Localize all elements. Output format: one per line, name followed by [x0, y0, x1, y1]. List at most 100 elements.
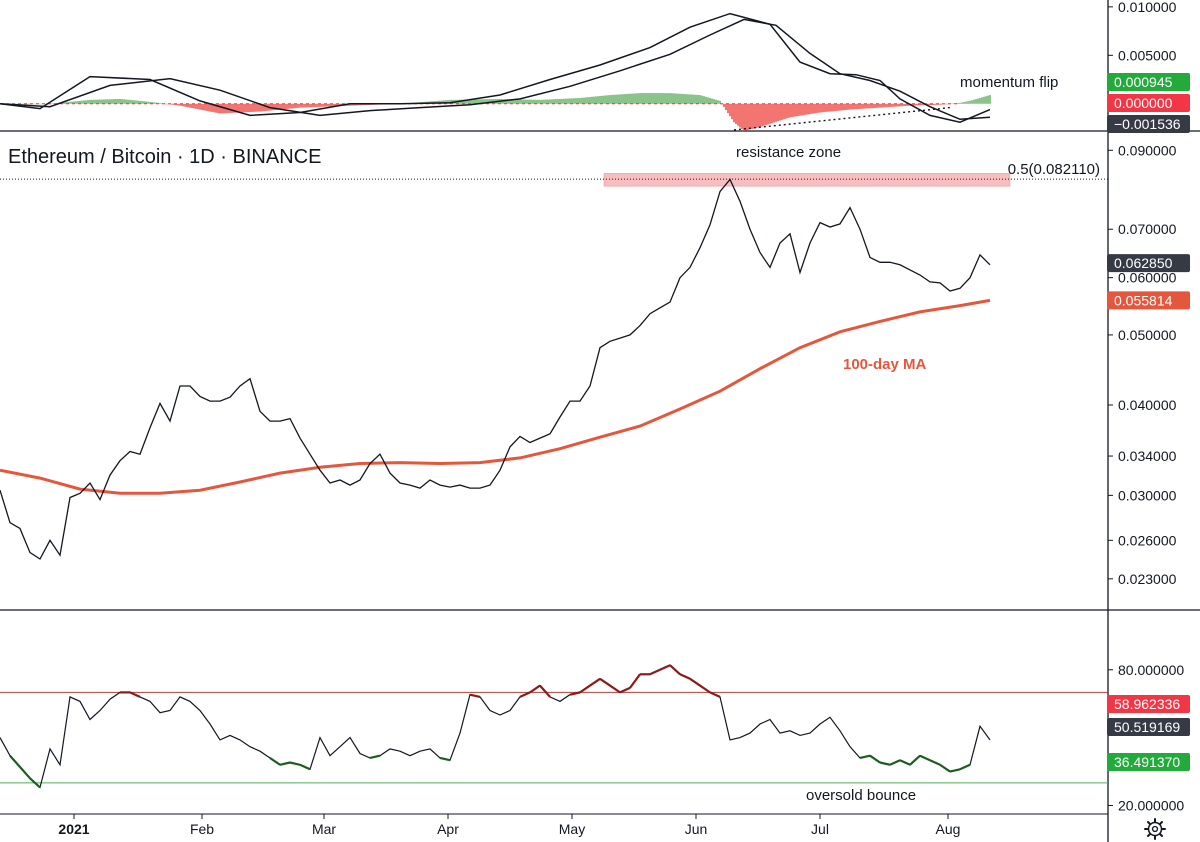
price-pane[interactable]: resistance zone 0.5(0.082110) 100-day MA… [0, 142, 1190, 587]
oscillator-value-tag-label: 58.962336 [1114, 696, 1180, 712]
momentum-histogram-bar [845, 103, 847, 110]
momentum-histogram-bar [615, 94, 617, 104]
momentum-histogram-bar [781, 103, 783, 120]
momentum-histogram-bar [181, 103, 183, 107]
momentum-histogram-bar [717, 100, 719, 104]
momentum-histogram-bar [593, 96, 595, 104]
momentum-histogram-bar [207, 103, 209, 112]
gear-icon[interactable] [1144, 818, 1166, 840]
momentum-histogram-bar [441, 100, 443, 104]
momentum-histogram-bar [657, 93, 659, 104]
momentum-histogram-bar [39, 103, 41, 105]
momentum-histogram-bar [159, 103, 161, 104]
momentum-histogram-bar [445, 100, 447, 104]
momentum-histogram-bar [179, 103, 181, 106]
momentum-histogram-bar [939, 103, 941, 105]
momentum-histogram-bar [489, 99, 491, 104]
momentum-histogram-bar [667, 93, 669, 104]
momentum-histogram-bar [547, 99, 549, 104]
momentum-histogram-bar [21, 103, 23, 105]
time-axis[interactable]: 2021 Feb Mar Apr May Jun Jul Aug [58, 814, 960, 837]
momentum-histogram-bar [557, 99, 559, 104]
momentum-histogram-bar [327, 103, 329, 107]
momentum-histogram-bar [983, 96, 985, 104]
momentum-histogram-bar [187, 103, 189, 108]
momentum-histogram-bar [235, 103, 237, 113]
momentum-histogram-bar [763, 103, 765, 126]
momentum-histogram-bar [535, 99, 537, 104]
oscillator-y-tick-label: 80.000000 [1118, 662, 1184, 678]
momentum-histogram-bar [671, 93, 673, 104]
momentum-histogram-bar [185, 103, 187, 107]
momentum-histogram-bar [99, 99, 101, 104]
momentum-histogram-bar [665, 93, 667, 104]
oscillator-highlight-segment [889, 759, 901, 766]
time-axis-tick-label: Apr [437, 821, 459, 837]
time-axis-tick-label: May [559, 821, 585, 837]
momentum-histogram-bar [581, 97, 583, 104]
momentum-histogram-bar [711, 98, 713, 104]
momentum-histogram-bar [73, 101, 75, 104]
time-axis-tick-label: Aug [936, 821, 961, 837]
momentum-histogram-bar [113, 99, 115, 104]
momentum-histogram-bar [701, 95, 703, 104]
momentum-histogram-bar [303, 103, 305, 108]
momentum-histogram-bar [81, 100, 83, 104]
momentum-histogram-bar [531, 99, 533, 104]
momentum-fast-line [0, 12, 991, 123]
resistance-zone-box[interactable] [603, 173, 1011, 187]
momentum-histogram-bar [585, 97, 587, 104]
momentum-histogram-bar [263, 103, 265, 112]
momentum-histogram-bar [653, 93, 655, 104]
momentum-histogram-bar [767, 103, 769, 125]
momentum-histogram-bar [105, 99, 107, 104]
momentum-histogram-bar [977, 98, 979, 104]
momentum-histogram-bar [871, 103, 873, 109]
momentum-histogram-bar [485, 99, 487, 104]
momentum-histogram-bar [153, 102, 155, 104]
momentum-histogram-bar [171, 103, 173, 105]
momentum-histogram-bar [727, 103, 729, 114]
momentum-histogram-bar [165, 103, 167, 105]
momentum-histogram-bar [251, 103, 253, 112]
momentum-histogram-bar [311, 103, 313, 108]
momentum-histogram-bar [757, 103, 759, 128]
momentum-histogram-bar [117, 98, 119, 104]
momentum-histogram-bar [853, 103, 855, 110]
oscillator-pane[interactable]: oversold bounce 20.00000040.00000080.000… [0, 662, 1190, 814]
momentum-histogram-bar [723, 103, 725, 107]
momentum-histogram-bar [439, 100, 441, 104]
momentum-histogram-bar [691, 94, 693, 104]
momentum-histogram-bar [783, 103, 785, 120]
momentum-histogram-bar [895, 103, 897, 107]
oscillator-highlight-segment [29, 777, 41, 789]
momentum-histogram-bar [689, 94, 691, 104]
momentum-histogram-bar [77, 101, 79, 104]
price-value-tag [1107, 254, 1190, 273]
momentum-histogram-bar [945, 103, 947, 105]
momentum-histogram-bar [749, 103, 751, 130]
momentum-histogram-bar [523, 99, 525, 104]
momentum-histogram-bar [875, 103, 877, 108]
momentum-histogram-bar [521, 99, 523, 104]
oscillator-value-tag [1107, 695, 1190, 713]
momentum-histogram-bar [177, 103, 179, 106]
momentum-histogram-bar [357, 103, 359, 106]
momentum-histogram-bar [709, 97, 711, 104]
momentum-histogram-bar [219, 103, 221, 114]
momentum-histogram-bar [277, 103, 279, 110]
momentum-value-tag [1107, 94, 1190, 112]
momentum-value-tag-label: 0.000000 [1114, 95, 1173, 111]
oscillator-highlights [9, 664, 971, 789]
momentum-histogram-bar [233, 103, 235, 113]
momentum-histogram-bar [917, 103, 919, 106]
momentum-histogram-bar [907, 103, 909, 106]
momentum-histogram-bar [231, 103, 233, 113]
momentum-histogram-bar [273, 103, 275, 111]
momentum-histogram-bar [245, 103, 247, 113]
momentum-histogram-bar [733, 103, 735, 123]
oscillator-highlight-segment [629, 673, 641, 689]
momentum-histogram-bar [315, 103, 317, 108]
